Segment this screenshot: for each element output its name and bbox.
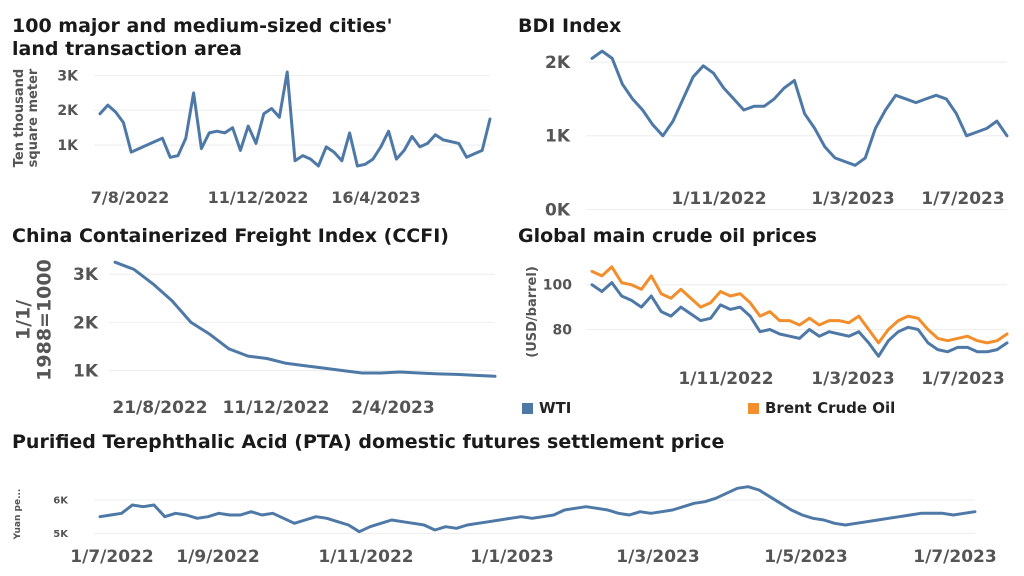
y-tick-label: 80: [553, 322, 573, 338]
x-tick-label: 1/11/2022: [318, 547, 413, 567]
y-tick-label: 6K: [53, 496, 69, 507]
legend-swatch-wti: [522, 402, 533, 414]
x-tick-label: 7/8/2022: [91, 188, 169, 207]
series-line-bdi: [590, 49, 1009, 167]
bdi-panel: BDI Index 0K 1K 2K 1/11/2022 1/3/2023 1/7/202…: [512, 0, 1024, 220]
chart-title: 100 major and medium-sized cities' land …: [12, 15, 393, 60]
x-tick-label: 1/7/2022: [70, 547, 153, 567]
y-axis-label: Yuan pe...: [13, 489, 23, 541]
x-tick-label: 2/4/2023: [351, 398, 434, 418]
x-tick-label: 1/3/2023: [811, 369, 894, 389]
legend-brent: Brent Crude Oil: [748, 399, 895, 417]
y-tick-label: 100: [543, 278, 572, 294]
series-line-ccfi: [113, 260, 497, 378]
y-tick-label: 2K: [73, 313, 99, 333]
y-tick-label: 2K: [545, 53, 571, 73]
oil-chart: 80 100 1/11/2022 1/3/2023 1/7/2023 (USD/barre…: [525, 265, 1009, 389]
x-tick-label: 21/8/2022: [112, 398, 207, 418]
x-tick-label: 11/12/2022: [222, 398, 329, 418]
y-axis-label: (USD/barrel): [525, 266, 540, 358]
y-tick-label: 2K: [57, 103, 79, 119]
series-line-pta: [98, 485, 977, 534]
x-tick-label: 1/3/2023: [616, 547, 699, 567]
y-tick-label: 1K: [73, 362, 99, 382]
legend-label-wti: WTI: [539, 399, 572, 417]
series-line-wti: [590, 281, 1009, 358]
x-tick-label: 1/9/2022: [176, 547, 259, 567]
x-tick-label: 1/11/2022: [671, 189, 766, 209]
x-tick-label: 16/4/2023: [331, 188, 421, 207]
pta-chart: 5K 6K 1/7/2022 1/9/2022 1/11/2022 1/1/2023 1/3…: [13, 485, 997, 567]
series-line-land: [98, 70, 492, 168]
oil-panel: Global main crude oil prices 80 100 1/11/2…: [512, 220, 1024, 420]
x-tick-label: 1/7/2023: [921, 369, 1004, 389]
chart-title: Purified Terephthalic Acid (PTA) domesti…: [12, 431, 725, 453]
y-tick-label: 1K: [57, 138, 79, 154]
series-line-brent-crude-oil: [590, 265, 1009, 345]
ccfi-chart: 1K 2K 3K 21/8/2022 11/12/2022 2/4/2023 1/1/198…: [13, 259, 497, 418]
x-tick-label: 1/1/2023: [470, 547, 553, 567]
y-axis-label: Ten thousandsquare meter: [12, 68, 41, 167]
x-tick-label: 1/3/2023: [811, 189, 894, 209]
y-tick-label: 5K: [53, 529, 69, 540]
pta-panel: Purified Terephthalic Acid (PTA) domesti…: [0, 425, 1024, 576]
land-panel: 100 major and medium-sized cities' land …: [0, 0, 500, 215]
y-tick-label: 1K: [545, 127, 571, 147]
chart-title: China Containerized Freight Index (CCFI): [12, 225, 449, 247]
legend-label-brent: Brent Crude Oil: [765, 399, 896, 417]
y-tick-label: 3K: [57, 68, 79, 84]
y-axis-label: 1/1/1988=1000: [13, 259, 56, 381]
ccfi-panel: China Containerized Freight Index (CCFI)…: [0, 220, 500, 420]
x-tick-label: 11/12/2022: [208, 188, 309, 207]
bdi-chart: 0K 1K 2K 1/11/2022 1/3/2023 1/7/2023: [545, 49, 1009, 220]
x-tick-label: 1/7/2023: [913, 547, 996, 567]
legend-wti: WTI: [522, 399, 571, 417]
y-tick-label: 3K: [73, 265, 99, 285]
chart-title: Global main crude oil prices: [518, 225, 817, 247]
y-tick-label: 0K: [545, 200, 571, 220]
x-tick-label: 1/11/2022: [678, 369, 773, 389]
chart-title: BDI Index: [518, 15, 622, 37]
land-chart: 1K 2K 3K 7/8/2022 11/12/2022 16/4/2023 Ten tho…: [12, 68, 492, 207]
legend-swatch-brent: [748, 402, 759, 414]
x-tick-label: 1/7/2023: [921, 189, 1004, 209]
x-tick-label: 1/5/2023: [764, 547, 847, 567]
